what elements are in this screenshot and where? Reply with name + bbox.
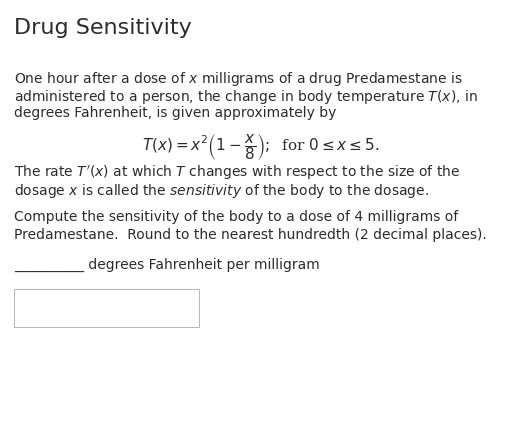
Text: $T(x) = x^2 \left(1 - \dfrac{x}{8}\right);\;$ for $0 \leq x \leq 5.$: $T(x) = x^2 \left(1 - \dfrac{x}{8}\right… [142, 132, 380, 161]
Text: One hour after a dose of $x$ milligrams of a drug Predamestane is: One hour after a dose of $x$ milligrams … [14, 70, 463, 88]
Text: Predamestane.  Round to the nearest hundredth (2 decimal places).: Predamestane. Round to the nearest hundr… [14, 227, 487, 241]
Text: Drug Sensitivity: Drug Sensitivity [14, 18, 192, 38]
FancyBboxPatch shape [14, 289, 199, 327]
Text: degrees Fahrenheit, is given approximately by: degrees Fahrenheit, is given approximate… [14, 106, 337, 120]
Text: administered to a person, the change in body temperature $T(x)$, in: administered to a person, the change in … [14, 88, 478, 106]
Text: dosage $x$ is called the $\mathit{sensitivity}$ of the body to the dosage.: dosage $x$ is called the $\mathit{sensit… [14, 181, 429, 200]
Text: Compute the sensitivity of the body to a dose of 4 milligrams of: Compute the sensitivity of the body to a… [14, 210, 458, 224]
Text: __________ degrees Fahrenheit per milligram: __________ degrees Fahrenheit per millig… [14, 257, 320, 272]
Text: The rate $T'(x)$ at which $T$ changes with respect to the size of the: The rate $T'(x)$ at which $T$ changes wi… [14, 164, 461, 182]
